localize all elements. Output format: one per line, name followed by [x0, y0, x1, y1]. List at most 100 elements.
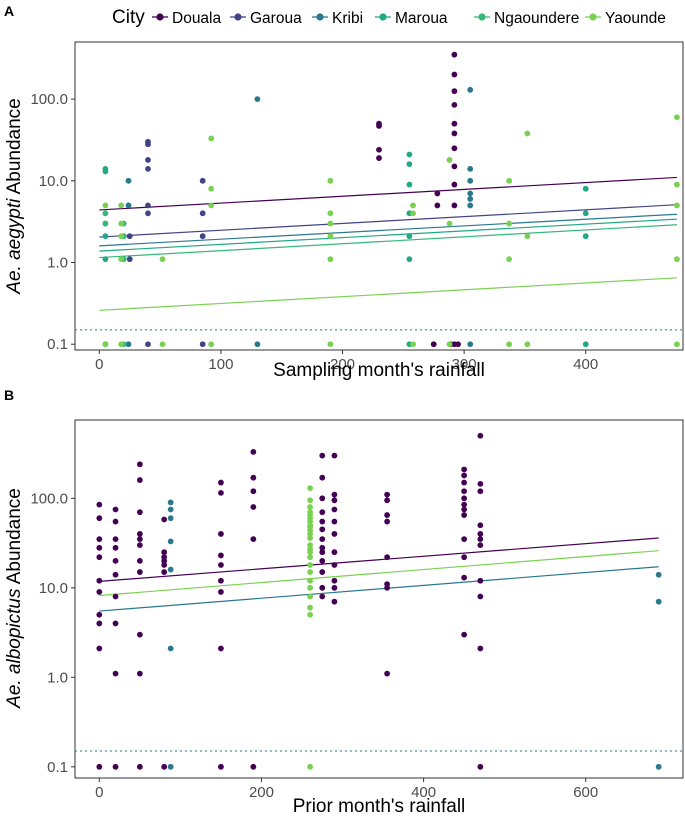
legend-entry-kribi: Kribi [312, 10, 363, 27]
panel-b-plot-area [74, 419, 684, 779]
panel-b-point-douala [161, 763, 168, 770]
panel-a-point-yaounde [410, 341, 416, 348]
panel-b-point-douala [96, 645, 103, 652]
panel-b-point-douala [161, 557, 168, 564]
panel-b-point-douala [161, 516, 168, 523]
panel-b-point-douala [218, 763, 224, 770]
panel-a-point-douala [451, 181, 458, 188]
panel-a-point-garoua [145, 157, 151, 163]
panel-a-x-tick-label: 300 [452, 356, 477, 373]
panel-a-point-yaounde [327, 256, 334, 263]
panel-b-point-douala [112, 593, 119, 600]
panel-b-x-tick-label: 600 [573, 784, 598, 801]
panel-a-x-tick-label: 0 [95, 356, 103, 373]
panel-b-point-kribi [167, 763, 174, 770]
panel-b-point-douala [384, 670, 391, 677]
panel-b-point-douala [250, 536, 257, 543]
panel-b-point-douala [96, 544, 103, 551]
panel-b-point-douala [461, 472, 468, 479]
panel-a-point-maroua [582, 185, 589, 192]
panel-b-point-yaounde [307, 611, 313, 618]
panel-b-point-douala [250, 449, 257, 455]
panel-b: B 0 200 400 600 0.1 1.0 10.0 100.0 Prior month'… [4, 387, 684, 817]
panel-a-point-maroua [102, 233, 109, 240]
panel-a-point-yaounde [506, 220, 513, 227]
panel-a-point-douala [451, 71, 458, 78]
panel-b-point-douala [384, 584, 391, 591]
panel-b-point-douala [136, 557, 143, 564]
panel-b-point-douala [250, 763, 257, 770]
panel-a-point-douala [376, 146, 382, 153]
panel-b-point-douala [112, 620, 119, 627]
panel-a-y-axis-label: Ae. aegypti Abundance [4, 98, 25, 294]
panel-b-point-yaounde [307, 542, 313, 549]
panel-a-point-yaounde [102, 341, 109, 348]
panel-a-point-yaounde [524, 341, 531, 348]
panel-b-point-yaounde [307, 584, 313, 591]
panel-b-point-douala [136, 763, 143, 770]
panel-a-point-garoua [145, 202, 151, 209]
panel-b-point-douala [319, 569, 326, 575]
panel-b-x-tick-label: 0 [95, 784, 103, 801]
panel-a-point-yaounde [327, 177, 334, 184]
panel-b-point-douala [250, 504, 257, 510]
panel-a-fit-line-kribi [99, 213, 677, 247]
panel-a-point-maroua [406, 151, 413, 158]
panel-a-point-yaounde [410, 202, 416, 209]
panel-b-point-douala [319, 584, 326, 591]
legend-label: Ngaoundere [494, 10, 579, 27]
panel-a-point-maroua [582, 210, 589, 217]
panel-b-point-yaounde [307, 531, 313, 537]
panel-a-point-yaounde [118, 233, 125, 240]
panel-b-y-tick-label: 1.0 [47, 669, 68, 686]
legend-entry-douala: Douala [152, 10, 221, 27]
panel-a-point-kribi [125, 177, 132, 184]
panel-a-point-yaounde [327, 220, 334, 227]
panel-a-y-axis-species: Ae. aegypti [4, 198, 25, 295]
panel-a-point-kribi [254, 341, 261, 348]
panel-b-point-douala [319, 536, 326, 543]
panel-b-point-douala [477, 432, 484, 439]
panel-a-y-tick-label: 100.0 [30, 91, 68, 108]
panel-b-point-douala [136, 631, 143, 638]
panel-a-point-maroua [406, 233, 413, 240]
panel-a-point-douala [451, 163, 458, 170]
panel-a-point-ngaoundere [102, 210, 109, 217]
panel-b-point-douala [384, 554, 391, 561]
panel-b-point-douala [461, 536, 468, 543]
panel-a-y-tick-label: 1.0 [47, 255, 68, 272]
panel-a-point-garoua [126, 233, 133, 240]
legend-entry-maroua: Maroua [375, 10, 448, 27]
panel-b-point-douala [218, 552, 224, 559]
panel-a-x-tick-label: 200 [330, 356, 355, 373]
legend-swatch-dot [379, 13, 387, 21]
panel-a-point-yaounde [118, 256, 125, 263]
panel-b-point-kribi [655, 571, 662, 578]
legend-entry-ngaoundere: Ngaoundere [474, 10, 579, 27]
panel-a-point-yaounde [118, 341, 125, 348]
legend-swatch-dot [589, 13, 597, 21]
panel-b-point-kribi [167, 538, 174, 545]
panel-b-point-douala [461, 574, 468, 581]
panel-a-point-douala [430, 341, 437, 348]
panel-a-point-yaounde [506, 341, 513, 348]
panel-b-point-douala [477, 480, 484, 487]
panel-b-point-yaounde [307, 485, 313, 492]
panel-b-point-yaounde [307, 554, 313, 561]
panel-a-point-kribi [467, 341, 474, 348]
panel-b-point-douala [218, 531, 224, 537]
panel-b-point-kribi [167, 506, 174, 513]
panel-b-point-kribi [167, 566, 174, 573]
panel-a-point-douala [451, 120, 458, 127]
panel-a-point-yaounde [674, 202, 680, 209]
panel-a-point-yaounde [506, 177, 513, 184]
panel-a-point-yaounde [159, 341, 166, 348]
panel-a-point-douala [434, 190, 441, 197]
panel-a-fit-line-maroua [99, 218, 677, 252]
panel-b-point-douala [461, 466, 468, 473]
panel-a-point-kribi [467, 86, 474, 93]
panel-b-x-tick-label: 200 [249, 784, 274, 801]
panel-b-point-douala [477, 763, 484, 770]
panel-b-point-kribi [167, 499, 174, 506]
panel-a-point-douala [451, 202, 458, 209]
